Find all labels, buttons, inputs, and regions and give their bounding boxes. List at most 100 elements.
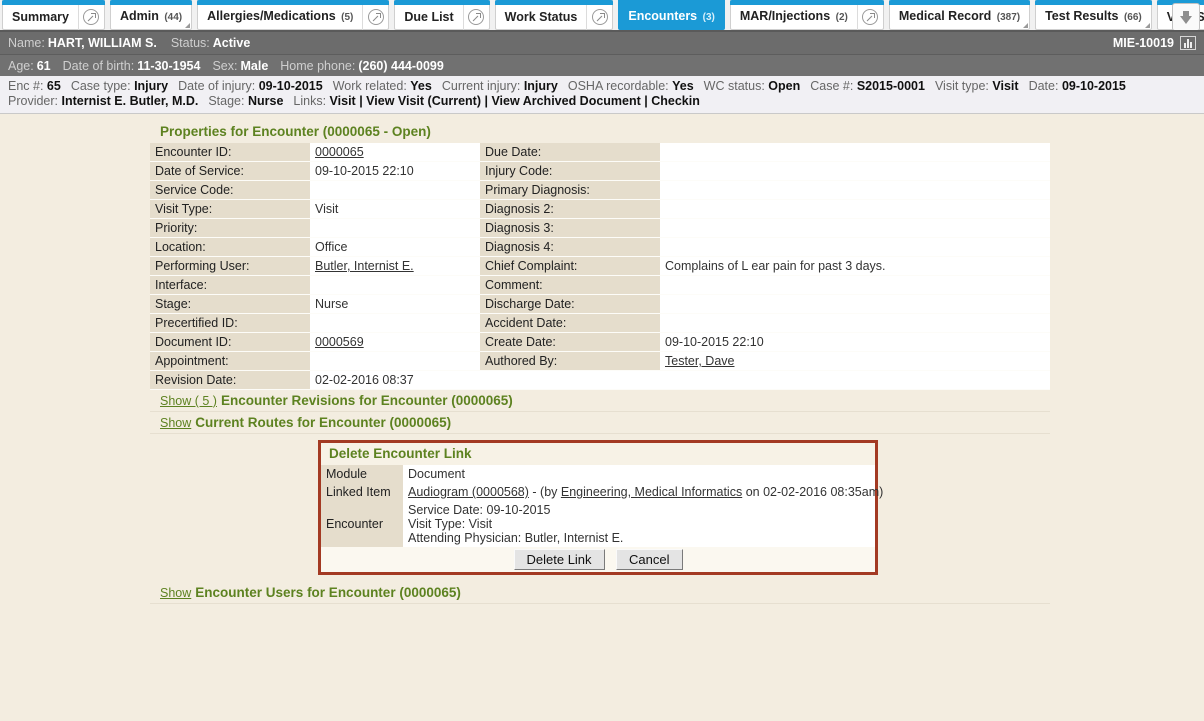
patient-dob-label: Date of birth:: [62, 58, 135, 73]
property-value: 02-02-2016 08:37: [310, 370, 1050, 390]
arrow-circle-icon: [83, 8, 100, 25]
tab-allergies-medications[interactable]: Allergies/Medications (5): [197, 0, 390, 30]
delete-link-button[interactable]: Delete Link: [513, 549, 605, 570]
encounter-info-row-1: Enc #: 65 Case type: Injury Date of injury…: [8, 79, 1196, 94]
cell-link[interactable]: 0000065: [315, 145, 364, 159]
property-value: [660, 237, 1050, 257]
enc-value: Open: [768, 79, 801, 93]
property-value: [660, 143, 1050, 162]
tab-test-results[interactable]: Test Results (66): [1035, 0, 1152, 30]
tab-open-icon[interactable]: [462, 0, 489, 30]
patient-dob-value: 11-30-1954: [137, 58, 201, 73]
tab-admin[interactable]: Admin (44): [109, 0, 193, 30]
tab-top-accent: [109, 0, 193, 5]
enc-value: Visit | View Visit (Current) | View Arch…: [329, 94, 700, 108]
properties-section-title: Properties for Encounter (0000065 - Open…: [160, 124, 431, 139]
property-label: Encounter ID:: [150, 143, 310, 162]
table-row: Performing User: Butler, Internist E. Chie…: [150, 256, 1050, 276]
enc-value: 09-10-2015: [258, 79, 323, 93]
tab-work-status[interactable]: Work Status: [494, 0, 614, 30]
linked-item-author-link[interactable]: Engineering, Medical Informatics: [560, 485, 743, 499]
patient-age-label: Age:: [8, 58, 34, 73]
tab-open-icon[interactable]: [586, 0, 612, 30]
property-label: Authored By:: [480, 351, 660, 371]
tab-resize-corner-icon: [1144, 23, 1150, 28]
enc-label: Stage:: [208, 94, 245, 108]
property-value: [310, 218, 480, 238]
table-row: Revision Date: 02-02-2016 08:37: [150, 370, 1050, 390]
tab-top-accent: [2, 0, 105, 5]
show-encounter-users-link[interactable]: Show: [160, 586, 192, 600]
property-value: [660, 218, 1050, 238]
enc-label: Links:: [293, 94, 327, 108]
property-value: [310, 313, 480, 333]
table-row: Priority: Diagnosis 3:: [150, 218, 1050, 238]
property-label: Primary Diagnosis:: [480, 180, 660, 200]
tab-label: Work Status: [504, 9, 578, 24]
tab-label: Test Results (66): [1045, 8, 1142, 23]
patient-name-value: HART, WILLIAM S.: [47, 36, 157, 50]
cell-link[interactable]: Tester, Dave: [665, 354, 735, 368]
tab-open-icon[interactable]: [856, 0, 883, 30]
arrow-circle-icon: [367, 8, 384, 25]
tab-encounters[interactable]: Encounters (3): [618, 0, 725, 30]
tab-label: MAR/Injections (2): [739, 8, 848, 23]
property-label: Diagnosis 4:: [480, 237, 660, 257]
enc-label: Case #:: [810, 79, 854, 93]
property-label: Performing User:: [150, 256, 310, 276]
property-label: Create Date:: [480, 332, 660, 352]
arrow-circle-icon: [468, 8, 485, 25]
property-label: Chief Complaint:: [480, 256, 660, 276]
tab-mar-injections[interactable]: MAR/Injections (2): [729, 0, 884, 30]
property-label: Injury Code:: [480, 161, 660, 181]
show-link[interactable]: Show: [160, 416, 192, 430]
tab-top-accent: [197, 0, 390, 5]
tab-label: Summary: [12, 9, 69, 24]
cancel-button[interactable]: Cancel: [616, 549, 683, 570]
enc-value: Internist E. Butler, M.D.: [61, 94, 199, 108]
arrow-circle-icon: [862, 8, 879, 25]
cell-link[interactable]: 0000569: [315, 335, 364, 349]
tab-label: Admin (44): [119, 8, 183, 23]
tab-medical-record[interactable]: Medical Record (387): [888, 0, 1031, 30]
table-row: Service Code: Primary Diagnosis:: [150, 180, 1050, 200]
enc-value: Injury: [523, 79, 558, 93]
property-label: Accident Date:: [480, 313, 660, 333]
property-value: [660, 275, 1050, 295]
enc-value: 09-10-2015: [1061, 79, 1126, 93]
table-row: Date of Service: 09-10-2015 22:10 Injury C…: [150, 161, 1050, 181]
property-value: Butler, Internist E.: [310, 256, 480, 276]
tab-due-list[interactable]: Due List: [394, 0, 490, 30]
tab-top-accent: [494, 0, 614, 5]
patient-phone-label: Home phone:: [280, 58, 356, 73]
tab-open-icon[interactable]: [362, 0, 388, 30]
cell-link[interactable]: Butler, Internist E.: [315, 259, 414, 273]
property-value: Nurse: [310, 294, 480, 314]
encounter-properties-table: Encounter ID: 0000065 Due Date: Date of Se…: [150, 143, 1050, 390]
tab-label: Medical Record (387): [898, 8, 1021, 23]
enc-label: OSHA recordable:: [567, 79, 669, 93]
property-value: 09-10-2015 22:10: [660, 332, 1050, 352]
bar-chart-icon[interactable]: [1180, 36, 1196, 50]
dialog-button-row: Delete Link Cancel: [321, 547, 875, 572]
property-value: [660, 199, 1050, 219]
show-sections: Show ( 5 ) Encounter Revisions for Encoun…: [0, 390, 1204, 434]
show-section-title: Encounter Revisions for Encounter (00000…: [220, 393, 513, 408]
enc-label: Date of injury:: [178, 79, 256, 93]
property-value: 0000569: [310, 332, 480, 352]
table-row: Location: Office Diagnosis 4:: [150, 237, 1050, 257]
encounter-service-date: Service Date: 09-10-2015: [408, 503, 551, 517]
module-label: Module: [321, 465, 403, 483]
property-value: 0000065: [310, 143, 480, 162]
linked-item-link[interactable]: Audiogram (0000568): [408, 485, 529, 499]
tab-label: Due List: [404, 9, 454, 24]
enc-label: Current injury:: [441, 79, 521, 93]
tab-count: (66): [1123, 11, 1142, 23]
tab-scroll-down-button[interactable]: [1172, 3, 1200, 30]
tab-open-icon[interactable]: [77, 0, 104, 30]
linked-item-label: Linked Item: [321, 483, 403, 501]
tab-label: Encounters (3): [628, 8, 715, 23]
show-link[interactable]: Show ( 5 ): [160, 394, 217, 408]
tab-summary[interactable]: Summary: [2, 0, 105, 30]
enc-label: Work related:: [332, 79, 407, 93]
